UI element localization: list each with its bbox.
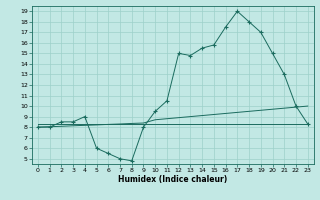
X-axis label: Humidex (Indice chaleur): Humidex (Indice chaleur): [118, 175, 228, 184]
